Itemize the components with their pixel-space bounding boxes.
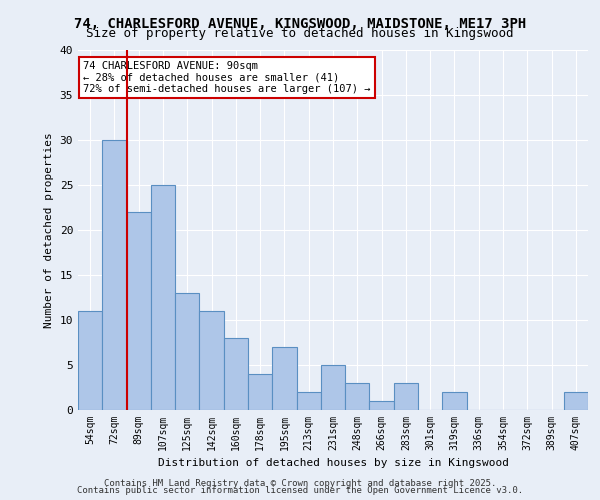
Bar xyxy=(394,383,418,410)
Bar xyxy=(102,140,127,410)
Bar xyxy=(127,212,151,410)
Bar xyxy=(224,338,248,410)
Bar xyxy=(345,383,370,410)
Text: Size of property relative to detached houses in Kingswood: Size of property relative to detached ho… xyxy=(86,28,514,40)
Bar xyxy=(199,311,224,410)
Bar xyxy=(564,392,588,410)
Text: Contains HM Land Registry data © Crown copyright and database right 2025.: Contains HM Land Registry data © Crown c… xyxy=(104,478,496,488)
Bar xyxy=(248,374,272,410)
X-axis label: Distribution of detached houses by size in Kingswood: Distribution of detached houses by size … xyxy=(157,458,509,468)
Text: 74 CHARLESFORD AVENUE: 90sqm
← 28% of detached houses are smaller (41)
72% of se: 74 CHARLESFORD AVENUE: 90sqm ← 28% of de… xyxy=(83,61,371,94)
Text: Contains public sector information licensed under the Open Government Licence v3: Contains public sector information licen… xyxy=(77,486,523,495)
Bar xyxy=(78,311,102,410)
Bar xyxy=(370,401,394,410)
Bar xyxy=(442,392,467,410)
Bar xyxy=(272,347,296,410)
Bar xyxy=(151,185,175,410)
Bar xyxy=(296,392,321,410)
Text: 74, CHARLESFORD AVENUE, KINGSWOOD, MAIDSTONE, ME17 3PH: 74, CHARLESFORD AVENUE, KINGSWOOD, MAIDS… xyxy=(74,18,526,32)
Y-axis label: Number of detached properties: Number of detached properties xyxy=(44,132,54,328)
Bar xyxy=(321,365,345,410)
Bar xyxy=(175,293,199,410)
